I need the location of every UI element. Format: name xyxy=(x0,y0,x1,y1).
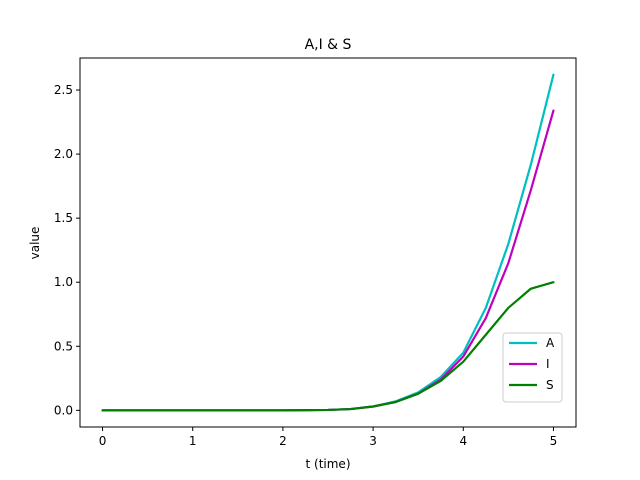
legend-label-i: I xyxy=(546,357,550,371)
x-tick-label: 3 xyxy=(369,434,377,448)
y-tick-label: 0.5 xyxy=(54,339,73,353)
y-tick-label: 2.5 xyxy=(54,83,73,97)
x-tick-label: 0 xyxy=(99,434,107,448)
x-tick-label: 2 xyxy=(279,434,287,448)
chart-title: A,I & S xyxy=(305,37,352,53)
x-axis-label: t (time) xyxy=(306,457,351,471)
x-tick-label: 5 xyxy=(550,434,558,448)
legend-label-s: S xyxy=(546,378,554,392)
plot-frame xyxy=(79,57,577,428)
y-tick-label: 1.5 xyxy=(54,211,73,225)
series-line-s xyxy=(101,281,555,412)
y-tick-label: 1.0 xyxy=(54,275,73,289)
y-axis: 0.0 0.5 1.0 1.5 2.0 2.5 xyxy=(54,83,80,417)
x-tick-label: 1 xyxy=(189,434,197,448)
y-tick-label: 0.0 xyxy=(54,403,73,417)
x-axis: 0 1 2 3 4 5 xyxy=(99,427,558,448)
y-axis-label: value xyxy=(28,227,42,260)
plot-lines xyxy=(101,73,555,412)
x-tick-label: 4 xyxy=(459,434,467,448)
y-tick-label: 2.0 xyxy=(54,147,73,161)
legend: AIS xyxy=(502,332,563,403)
legend-label-a: A xyxy=(546,336,555,350)
